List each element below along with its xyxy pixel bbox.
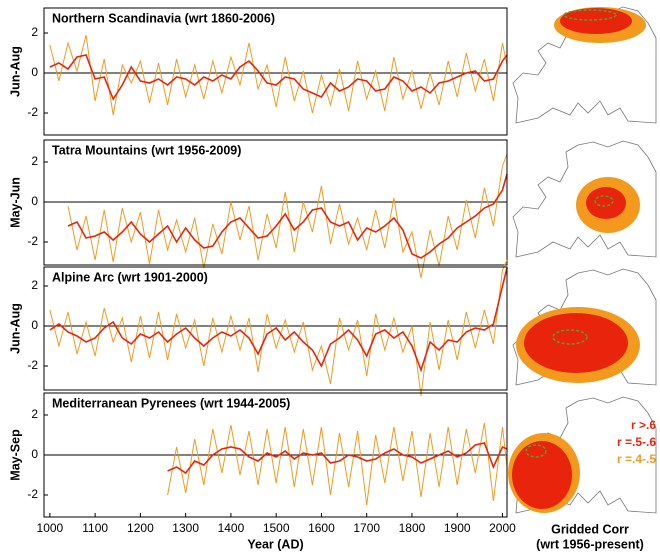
y-axis-label: Jun-Aug [8, 303, 22, 354]
x-tick-label: 1900 [444, 521, 471, 535]
map-area [560, 8, 632, 34]
map-4 [508, 396, 657, 514]
series-line [49, 34, 508, 116]
map-region [563, 9, 617, 21]
legend-label: r >.6 [631, 418, 656, 432]
map-region [594, 195, 614, 207]
panel-title: Northern Scandinavia (wrt 1860-2006) [52, 11, 275, 25]
y-tick-label: 2 [31, 278, 38, 292]
series-line [49, 267, 508, 373]
y-axis-label: Jun-Aug [8, 46, 22, 97]
map-area [524, 313, 628, 373]
y-tick-label: -2 [27, 234, 38, 248]
series-line [67, 173, 508, 259]
y-tick-label: -2 [27, 487, 38, 501]
map-1 [512, 6, 657, 124]
x-tick-label: 1300 [172, 521, 199, 535]
series-line [167, 422, 508, 506]
y-tick-label: 0 [31, 194, 38, 208]
x-tick-label: 1800 [399, 521, 426, 535]
x-axis-label: Year (AD) [247, 537, 303, 551]
y-tick-label: -2 [27, 358, 38, 372]
map-3 [512, 268, 657, 386]
y-tick-label: 2 [31, 407, 38, 421]
panel-title: Mediterranean Pyrenees (wrt 1944-2005) [52, 396, 290, 410]
plot-frame [43, 266, 508, 391]
map-region [552, 329, 588, 345]
x-tick-label: 1200 [127, 521, 154, 535]
map-subtitle: (wrt 1956-present) [536, 537, 644, 551]
map-region [525, 444, 547, 458]
x-tick-label: 1100 [82, 521, 108, 535]
y-axis-label: May-Sep [8, 429, 22, 481]
map-title: Gridded Corr [551, 522, 629, 536]
series-line [167, 442, 508, 475]
map-area [512, 441, 572, 509]
series-line [67, 153, 508, 279]
x-tick-label: 1700 [353, 521, 380, 535]
x-tick-label: 1000 [37, 521, 64, 535]
y-axis-label: May-Jun [8, 177, 22, 228]
x-tick-label: 1500 [263, 521, 290, 535]
map-2 [512, 140, 657, 258]
series-line [49, 54, 508, 101]
legend-label: r =.4-.5 [617, 452, 656, 466]
maps [508, 6, 657, 514]
y-tick-label: -2 [27, 105, 38, 119]
y-tick-label: 0 [31, 65, 38, 79]
y-tick-label: 0 [31, 447, 38, 461]
y-tick-label: 2 [31, 25, 38, 39]
y-tick-label: 0 [31, 318, 38, 332]
map-area [586, 187, 626, 219]
legend-label: r =.5-.6 [617, 435, 656, 449]
x-tick-label: 2000 [489, 521, 516, 535]
plot-frame [43, 7, 508, 136]
panel-title: Alpine Arc (wrt 1901-2000) [52, 270, 208, 284]
x-tick-label: 1400 [218, 521, 245, 535]
panel-title: Tatra Mountains (wrt 1956-2009) [52, 143, 241, 157]
x-tick-label: 1600 [308, 521, 335, 535]
y-tick-label: 2 [31, 154, 38, 168]
